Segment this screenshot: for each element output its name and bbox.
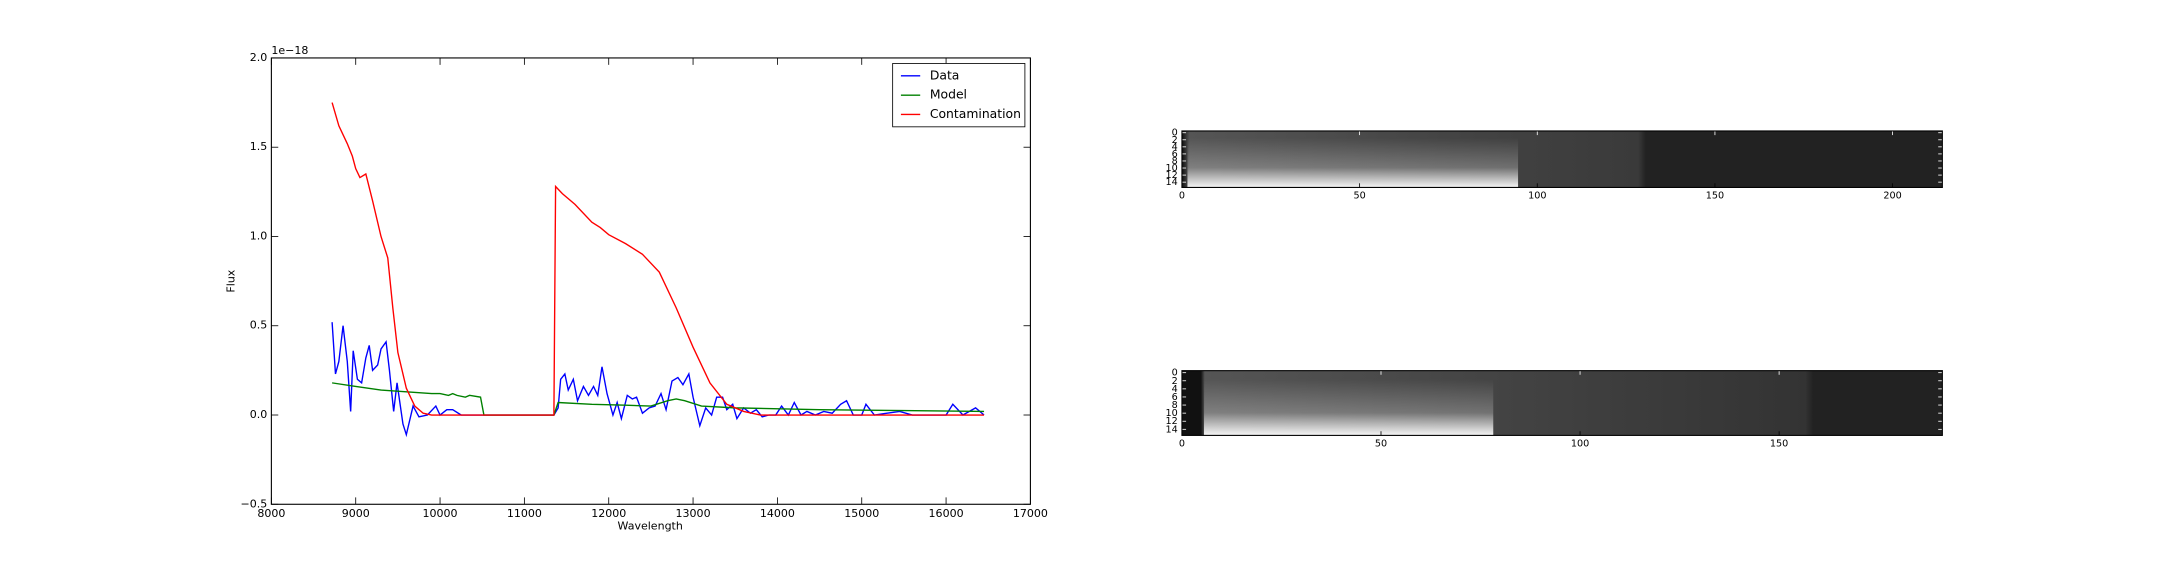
legend-label: Data [930,67,960,82]
y-axis-label: Flux [224,269,237,292]
y-tick-label: 1.5 [250,140,268,153]
y-tick-label: 6 [1172,149,1178,160]
axes-frame [1181,370,1943,436]
y-tick-label: 0 [1172,368,1178,379]
data-line [331,322,985,438]
x-tick-label: 200 [1883,191,1901,202]
x-tick-label: 100 [1571,439,1589,450]
x-tick-label: 8000 [257,507,285,520]
x-tick-label: 17000 [1013,507,1048,520]
x-tick-label: 10000 [423,507,458,520]
y-tick-label: 6 [1172,392,1178,403]
y-tick-label: 14 [1166,177,1178,188]
y-tick-label: 0.5 [250,319,268,332]
x-tick-label: 15000 [844,507,879,520]
x-tick-label: 50 [1353,191,1365,202]
y-tick-label: 12 [1166,170,1178,181]
x-tick-label: 150 [1770,439,1788,450]
x-tick-label: 150 [1706,191,1724,202]
x-tick-label: 100 [1528,191,1546,202]
x-tick-label: 9000 [342,507,370,520]
y-tick-label: 14 [1166,424,1178,435]
y-tick-label: 8 [1172,156,1178,167]
x-tick-label: 0 [1179,439,1185,450]
y-tick-label: 2 [1172,135,1178,146]
y-tick-label: 0.0 [250,408,268,421]
x-axis-label: Wavelength [618,519,683,532]
y-tick-label: 0 [1172,128,1178,139]
y-tick-label: 8 [1172,400,1178,411]
offset-text: 1e−18 [271,44,308,57]
x-tick-label: 16000 [929,507,964,520]
y-tick-label: 4 [1172,384,1178,395]
legend-label: Contamination [930,106,1021,121]
y-tick-label: 10 [1166,163,1178,174]
x-tick-label: 14000 [760,507,795,520]
image-content [1181,130,1943,436]
y-tick-label: 1.0 [250,229,268,242]
x-tick-label: 50 [1375,439,1387,450]
y-tick-label: 2 [1172,376,1178,387]
y-tick-label: 2.0 [250,51,268,64]
axes-frame [270,57,1031,505]
x-tick-label: 13000 [676,507,711,520]
y-tick-label: 10 [1166,408,1178,419]
x-tick-label: 12000 [591,507,626,520]
x-tick-label: 0 [1179,191,1185,202]
y-tick-label: 12 [1166,416,1178,427]
axes-frame [1181,130,1943,188]
legend-label: Model [930,87,967,102]
x-tick-label: 11000 [507,507,542,520]
data-line [331,102,985,416]
y-tick-label: 4 [1172,142,1178,153]
y-tick-label: −0.5 [240,497,267,510]
